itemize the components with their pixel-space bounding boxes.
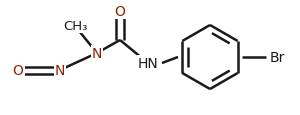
Text: O: O: [13, 63, 23, 77]
Text: HN: HN: [138, 56, 158, 70]
Text: CH₃: CH₃: [63, 19, 87, 32]
Text: N: N: [92, 47, 102, 60]
Text: Br: Br: [269, 51, 285, 64]
Text: N: N: [55, 63, 65, 77]
Text: O: O: [115, 5, 125, 19]
